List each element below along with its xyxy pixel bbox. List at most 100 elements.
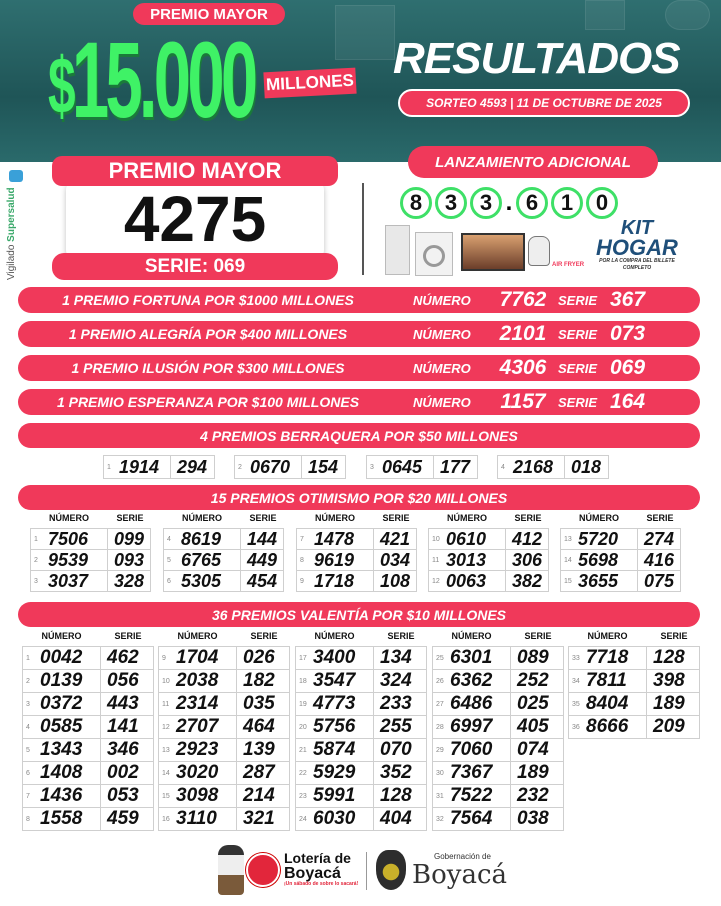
serie-header: SERIE bbox=[249, 513, 277, 523]
numero-cell: 6 1408 bbox=[22, 761, 101, 785]
numero-value: 8666 bbox=[586, 716, 629, 737]
serie-header: SERIE bbox=[514, 513, 542, 523]
serie-cell: 287 bbox=[236, 761, 290, 785]
numero-cell: 7 1478 bbox=[296, 528, 374, 550]
row-index: 1 bbox=[34, 535, 38, 543]
numero-cell: 8 9619 bbox=[296, 549, 374, 571]
numero-value: 2101 bbox=[499, 322, 547, 345]
serie-value: 089 bbox=[517, 647, 549, 668]
serie-value: 025 bbox=[517, 693, 549, 714]
serie-cell: 405 bbox=[510, 715, 564, 739]
serie-cell: 128 bbox=[373, 784, 427, 808]
serie-value: 255 bbox=[380, 716, 412, 737]
numero-value: 6765 bbox=[181, 549, 222, 570]
numero-value: 3098 bbox=[176, 785, 219, 806]
serie-header: SERIE bbox=[114, 631, 142, 641]
loteria-name-1: Lotería de bbox=[284, 850, 351, 866]
row-index: 32 bbox=[436, 815, 444, 823]
numero-value: 1157 bbox=[500, 390, 546, 413]
appliance-decoration bbox=[665, 0, 710, 30]
row-index: 6 bbox=[167, 577, 171, 585]
numero-header: NÚMERO bbox=[182, 513, 222, 523]
numero-cell: 20 5756 bbox=[295, 715, 374, 739]
boyaca-coat-of-arms-icon bbox=[376, 850, 406, 890]
numero-cell: 11 2314 bbox=[158, 692, 237, 716]
row-index: 28 bbox=[436, 723, 444, 731]
serie-cell: 421 bbox=[373, 528, 417, 550]
serie-header: SERIE bbox=[660, 631, 688, 641]
serie-cell: 144 bbox=[240, 528, 284, 550]
hogar-title: HOGAR bbox=[596, 235, 678, 260]
serie-cell: 038 bbox=[510, 807, 564, 831]
numero-value: 6301 bbox=[450, 647, 493, 668]
serie-value: 367 bbox=[610, 288, 646, 311]
serie-cell: 294 bbox=[170, 455, 215, 479]
premio-mayor-label: PREMIO MAYOR bbox=[52, 156, 338, 186]
row-index: 27 bbox=[436, 700, 444, 708]
serie-cell: 232 bbox=[510, 784, 564, 808]
numero-cell: 4 2168 bbox=[497, 455, 565, 479]
numero-value: 7564 bbox=[450, 808, 493, 829]
numero-cell: 31 7522 bbox=[432, 784, 511, 808]
serie-value: 412 bbox=[512, 528, 543, 549]
serie-value: 182 bbox=[243, 670, 275, 691]
serie-cell: 209 bbox=[646, 715, 700, 739]
serie-cell: 443 bbox=[100, 692, 154, 716]
numero-cell: 9 1704 bbox=[158, 646, 237, 670]
row-index: 26 bbox=[436, 677, 444, 685]
serie-cell: 074 bbox=[510, 738, 564, 762]
serie-cell: 274 bbox=[637, 528, 681, 550]
serie-cell: 177 bbox=[433, 455, 478, 479]
numero-value: 6030 bbox=[313, 808, 356, 829]
numero-value: 1436 bbox=[40, 785, 83, 806]
numero-value: 2168 bbox=[513, 456, 554, 477]
serie-value: 093 bbox=[114, 549, 145, 570]
row-index: 16 bbox=[162, 815, 170, 823]
numero-cell: 4 8619 bbox=[163, 528, 241, 550]
serie-cell: 416 bbox=[637, 549, 681, 571]
serie-value: 070 bbox=[380, 739, 412, 760]
serie-value: 053 bbox=[107, 785, 139, 806]
serie-header: SERIE bbox=[646, 513, 674, 523]
serie-cell: 398 bbox=[646, 669, 700, 693]
serie-cell: 099 bbox=[107, 528, 151, 550]
header-banner bbox=[0, 0, 721, 162]
jackpot-value: 15.000 bbox=[71, 19, 258, 140]
numero-cell: 15 3098 bbox=[158, 784, 237, 808]
serie-cell: 018 bbox=[564, 455, 609, 479]
numero-cell: 5 1343 bbox=[22, 738, 101, 762]
furniture-decoration bbox=[335, 5, 395, 60]
row-index: 8 bbox=[26, 815, 30, 823]
serie-value: 405 bbox=[517, 716, 549, 737]
row-index: 30 bbox=[436, 769, 444, 777]
numero-cell: 27 6486 bbox=[432, 692, 511, 716]
numero-cell: 29 7060 bbox=[432, 738, 511, 762]
row-index: 3 bbox=[26, 700, 30, 708]
numero-cell: 19 4773 bbox=[295, 692, 374, 716]
numero-value: 9619 bbox=[314, 549, 355, 570]
numero-header: NÚMERO bbox=[579, 513, 619, 523]
row-index: 9 bbox=[300, 577, 304, 585]
row-index: 7 bbox=[300, 535, 304, 543]
numero-value: 8404 bbox=[586, 693, 629, 714]
numero-cell: 28 6997 bbox=[432, 715, 511, 739]
serie-value: 034 bbox=[380, 549, 411, 570]
serie-value: 026 bbox=[243, 647, 275, 668]
numero-cell: 11 3013 bbox=[428, 549, 506, 571]
serie-cell: 056 bbox=[100, 669, 154, 693]
numero-value: 5991 bbox=[313, 785, 356, 806]
numero-value: 1558 bbox=[40, 808, 83, 829]
row-index: 14 bbox=[564, 556, 572, 564]
numero-cell: 14 5698 bbox=[560, 549, 638, 571]
numero-cell: 13 5720 bbox=[560, 528, 638, 550]
serie-value: 294 bbox=[177, 456, 208, 477]
numero-value: 2314 bbox=[176, 693, 219, 714]
serie-value: 108 bbox=[380, 570, 411, 591]
numero-cell: 2 0139 bbox=[22, 669, 101, 693]
numero-cell: 12 2707 bbox=[158, 715, 237, 739]
serie-value: 416 bbox=[644, 549, 675, 570]
numero-value: 3547 bbox=[313, 670, 356, 691]
numero-cell: 1 0042 bbox=[22, 646, 101, 670]
row-index: 3 bbox=[370, 463, 374, 471]
numero-cell: 9 1718 bbox=[296, 570, 374, 592]
